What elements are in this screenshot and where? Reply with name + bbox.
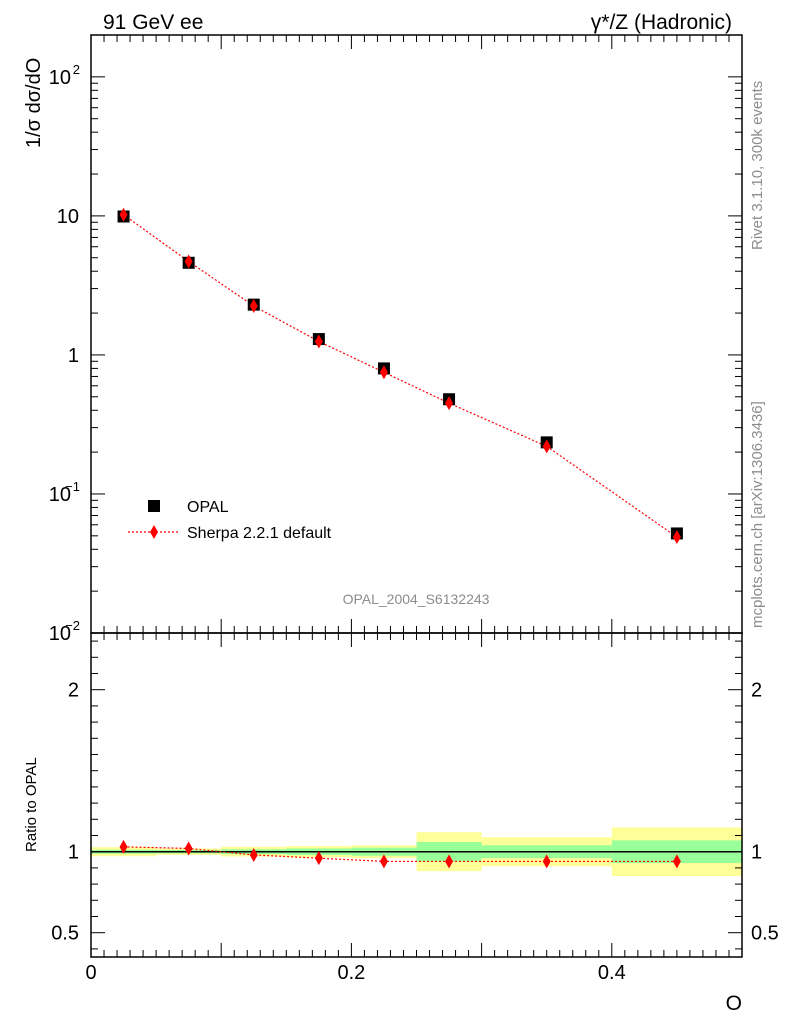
- main-y-axis-label: 1/σ dσ/dO: [23, 58, 45, 148]
- header-left: 91 GeV ee: [103, 11, 203, 34]
- main-y-tick-label: 10: [49, 67, 71, 89]
- ratio-y-tick-label: 1: [68, 842, 79, 864]
- rivet-label: Rivet 3.1.10, 300k events: [749, 81, 766, 250]
- main-y-tick-exponent: −2: [65, 618, 80, 633]
- ratio-y-tick-label: 0.5: [51, 923, 79, 945]
- ratio-sherpa-point: [314, 851, 323, 866]
- ratio-sherpa-point: [672, 854, 681, 869]
- main-y-tick-label: 10: [57, 206, 79, 228]
- legend-sherpa-label: Sherpa 2.2.1 default: [187, 525, 332, 542]
- main-y-tick-label: 10: [49, 623, 71, 645]
- ratio-sherpa-point: [445, 854, 454, 869]
- ratio-sherpa-point: [379, 854, 388, 869]
- plot-frames: [90, 34, 743, 958]
- legend-opal-marker: [148, 500, 160, 512]
- ratio-y-tick-label-right: 1: [751, 842, 762, 864]
- main-plot-frame: [90, 34, 743, 634]
- ratio-y-axis-label: Ratio to OPAL: [23, 757, 40, 852]
- sherpa-point: [542, 439, 551, 454]
- legend-sherpa-marker: [150, 525, 158, 539]
- ratio-plot-frame: [90, 632, 743, 958]
- legend: OPAL Sherpa 2.2.1 default: [128, 499, 332, 542]
- legend-opal-label: OPAL: [187, 499, 229, 516]
- sherpa-point: [119, 207, 128, 222]
- sherpa-point: [314, 334, 323, 349]
- ratio-y-tick-label-right: 2: [751, 680, 762, 702]
- main-y-tick-label: 10: [49, 484, 71, 506]
- mcplots-label: mcplots.cern.ch [arXiv:1306.3436]: [749, 401, 766, 628]
- x-tick-label: 0: [85, 962, 96, 984]
- sherpa-line: [123, 214, 678, 538]
- main-y-tick-exponent: 2: [73, 62, 80, 77]
- sherpa-point: [249, 298, 258, 313]
- axis-ticks: [90, 34, 743, 957]
- ratio-y-tick-label-right: 0.5: [751, 923, 779, 945]
- ratio-sherpa-line: [123, 846, 677, 863]
- ratio-sherpa-point: [184, 841, 193, 856]
- sherpa-point: [184, 254, 193, 269]
- sherpa-point: [672, 530, 681, 545]
- analysis-watermark: OPAL_2004_S6132243: [343, 591, 490, 607]
- header-right: γ*/Z (Hadronic): [591, 11, 732, 34]
- main-y-tick-label: 1: [68, 345, 79, 367]
- main-y-tick-exponent: −1: [65, 479, 80, 494]
- x-tick-label: 0.4: [598, 962, 626, 984]
- x-axis-label: O: [726, 992, 742, 1015]
- ratio-sherpa-point: [119, 839, 128, 854]
- sherpa-point: [445, 396, 454, 411]
- data-series: [117, 207, 683, 869]
- ratio-y-tick-label: 2: [68, 680, 79, 702]
- x-tick-label: 0.2: [337, 962, 365, 984]
- ratio-sherpa-point: [249, 847, 258, 862]
- sherpa-point: [379, 365, 388, 380]
- ratio-sherpa-point: [542, 854, 551, 869]
